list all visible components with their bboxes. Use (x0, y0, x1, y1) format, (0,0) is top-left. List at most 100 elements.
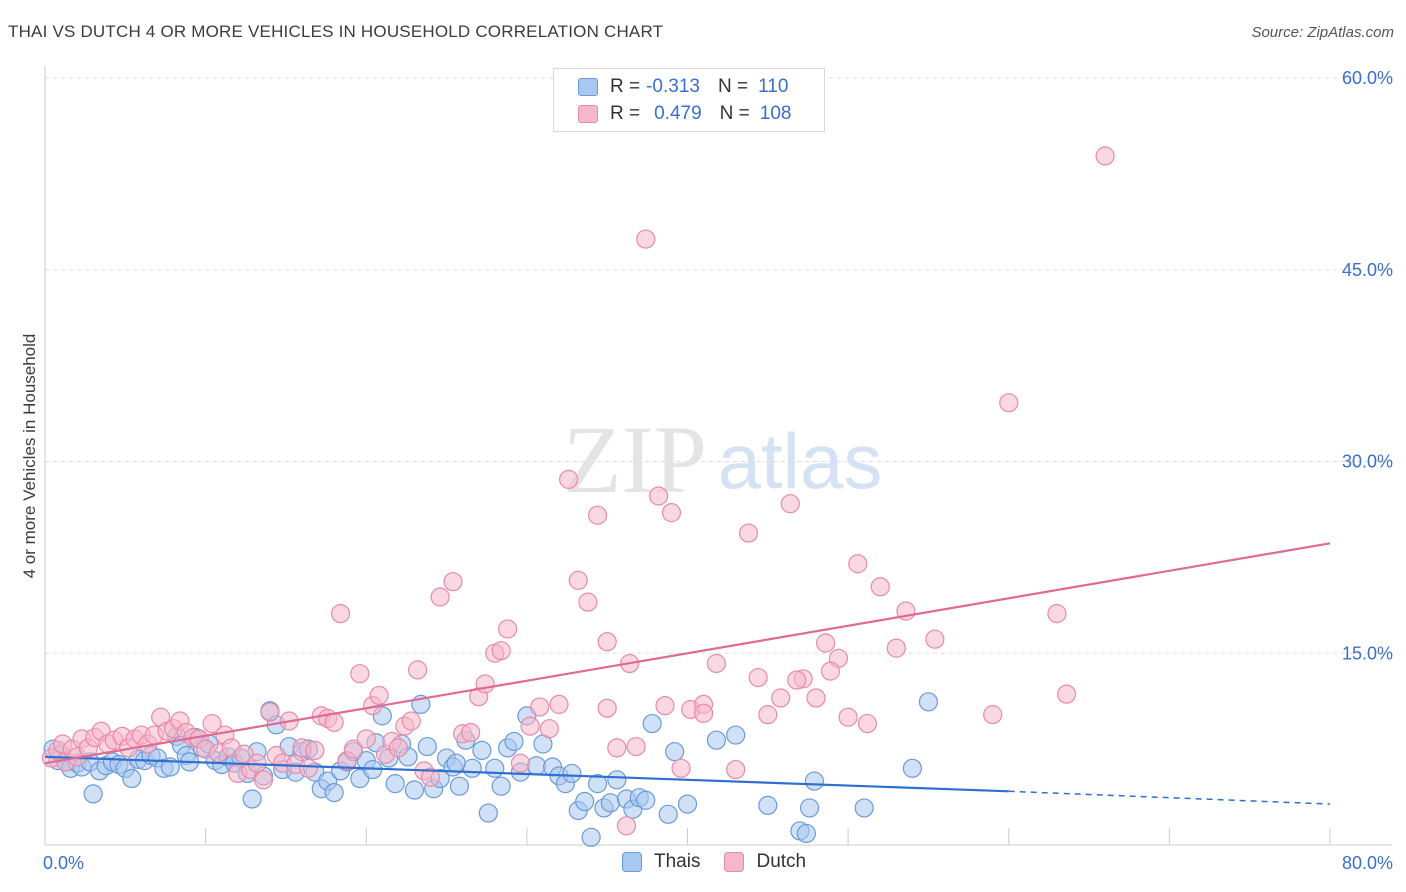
dutch-point (324, 712, 344, 732)
thais-point (504, 731, 524, 752)
dutch-point (1047, 604, 1067, 624)
dutch-point (388, 738, 408, 758)
dutch-point (748, 667, 768, 688)
thais-point (854, 798, 874, 818)
dutch-point (498, 619, 518, 639)
n-label: N = (717, 76, 749, 97)
thais-point (587, 774, 608, 794)
axes (44, 66, 1392, 846)
dutch-point (350, 664, 370, 684)
thais-point (324, 782, 344, 803)
dutch-point (816, 633, 836, 653)
dutch-point (578, 592, 598, 612)
dutch-point (539, 719, 559, 739)
dutch-point (559, 469, 579, 489)
dutch-point (787, 670, 807, 690)
dutch-point (330, 604, 351, 624)
dutch-point (648, 486, 669, 506)
dutch-point (568, 570, 588, 590)
dutch-point (510, 753, 531, 773)
thais-swatch (578, 78, 598, 96)
thais-point (417, 736, 437, 757)
dutch-point (758, 705, 778, 725)
dutch-point (925, 629, 945, 649)
y-tick-label: 30.0% (1342, 452, 1393, 472)
dutch-point (726, 759, 746, 780)
dutch-legend-label: Dutch (756, 851, 807, 872)
r-value: -0.313 (646, 76, 700, 97)
tick-labels: 15.0% 30.0% 45.0% 60.0% 0.0% 80.0% (43, 68, 1393, 873)
dutch-swatch (578, 105, 598, 123)
dutch-point (587, 505, 608, 525)
thais-point (478, 803, 498, 823)
thais-point (526, 756, 547, 776)
thais-point (758, 795, 778, 815)
dutch-point (857, 713, 878, 734)
dutch-point (607, 738, 627, 758)
thais-point (902, 758, 922, 778)
dutch-point (780, 494, 800, 514)
legend-item-dutch[interactable]: Dutch (724, 851, 806, 873)
dutch-point (693, 703, 714, 723)
watermark-atlas: atlas (718, 417, 883, 505)
dutch-point (369, 685, 389, 706)
thais-trend-line (44, 755, 1009, 793)
dutch-point (549, 694, 569, 714)
dutch-point (838, 707, 858, 727)
y-tick-label: 60.0% (1342, 68, 1393, 88)
chart-title: THAI VS DUTCH 4 OR MORE VEHICLES IN HOUS… (8, 22, 664, 41)
r-value: 0.479 (654, 103, 702, 124)
dutch-point (520, 716, 540, 736)
dutch-point (806, 688, 826, 708)
legend-item-thais[interactable]: Thais (622, 851, 700, 873)
thais-point (665, 742, 685, 762)
thais-point (658, 804, 678, 824)
dutch-point (848, 554, 868, 574)
dutch-point (999, 393, 1019, 413)
dutch-point (202, 713, 222, 734)
dutch-point (408, 660, 428, 680)
thais-point (462, 758, 482, 778)
source-label: Source: ZipAtlas.com (1251, 24, 1394, 41)
thais-point (575, 791, 595, 812)
y-tick-label: 45.0% (1342, 260, 1393, 280)
thais-point (83, 784, 103, 804)
thais-point (562, 763, 582, 784)
thais-point (122, 768, 142, 789)
dutch-point (1056, 684, 1077, 704)
thais-point (600, 793, 621, 813)
thais-legend-label: Thais (654, 851, 701, 872)
trend-lines (44, 542, 1331, 805)
thais-point (491, 776, 511, 796)
thais-legend-swatch (622, 852, 642, 872)
n-value: 110 (758, 76, 789, 97)
dutch-point (530, 697, 550, 717)
thais-point (242, 789, 262, 809)
thais-point (449, 776, 470, 796)
thais-trend-extension (1008, 790, 1331, 805)
dutch-point (253, 770, 274, 790)
dutch-legend-swatch (724, 852, 745, 872)
watermark-zip: ZIP (563, 406, 707, 513)
dutch-point (870, 577, 890, 597)
thais-point (485, 758, 505, 778)
thais-point (607, 770, 627, 790)
thais-point (581, 827, 601, 847)
x-tick-label-min: 0.0% (43, 853, 84, 873)
n-value: 108 (759, 103, 792, 124)
dutch-point (420, 767, 441, 787)
dutch-point (298, 758, 319, 778)
dutch-point (461, 722, 481, 743)
dutch-point (626, 736, 646, 757)
thais-point (385, 774, 405, 794)
dutch-point (305, 740, 325, 761)
dutch-point (671, 758, 691, 778)
thais-point (642, 713, 662, 734)
r-label: R = (610, 76, 641, 97)
stats-legend: R = -0.313 N = 110 R = 0.479 N = 108 (553, 68, 825, 132)
thais-point (804, 771, 824, 791)
thais-point (446, 753, 466, 773)
dutch-point (706, 653, 727, 674)
dutch-point (636, 229, 656, 249)
